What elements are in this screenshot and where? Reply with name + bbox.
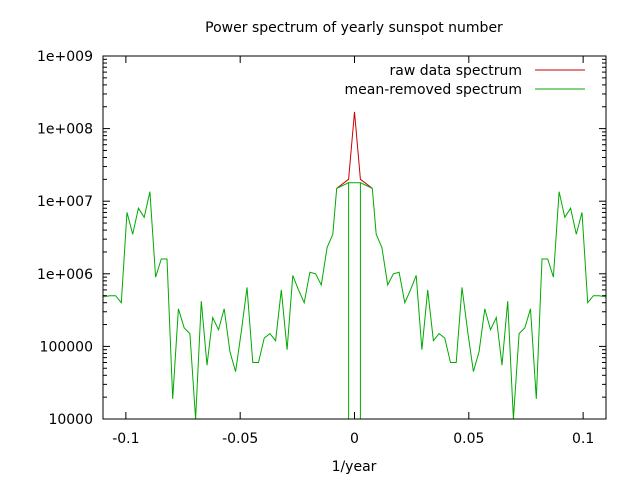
x-tick-label: 0.05 xyxy=(453,431,484,447)
series-line-raw-data xyxy=(336,111,373,189)
x-tick-label: 0 xyxy=(350,431,359,447)
plot-frame xyxy=(102,55,607,420)
tick-labels: -0.1 -0.05 0 0.05 0.1 10000 100000 1e+006 1e+007… xyxy=(37,49,594,447)
x-axis-label: 1/year xyxy=(332,459,377,475)
series-group xyxy=(102,111,607,420)
x-tick-label: 0.1 xyxy=(572,431,594,447)
y-tick-label: 1e+006 xyxy=(37,267,93,283)
x-tick-label: -0.1 xyxy=(112,431,139,447)
legend: raw data spectrum mean-removed spectrum xyxy=(344,63,585,98)
y-tick-label: 100000 xyxy=(40,339,93,355)
chart-title: Power spectrum of yearly sunspot number xyxy=(205,20,503,36)
x-tick-label: -0.05 xyxy=(222,431,258,447)
axis-ticks xyxy=(103,55,606,420)
legend-label: raw data spectrum xyxy=(390,63,522,79)
y-tick-label: 1e+009 xyxy=(37,49,93,65)
y-tick-label: 10000 xyxy=(48,412,93,428)
legend-label: mean-removed spectrum xyxy=(344,82,522,98)
y-tick-label: 1e+008 xyxy=(37,122,93,138)
series-line-mean-removed xyxy=(102,181,607,420)
y-tick-label: 1e+007 xyxy=(37,194,93,210)
